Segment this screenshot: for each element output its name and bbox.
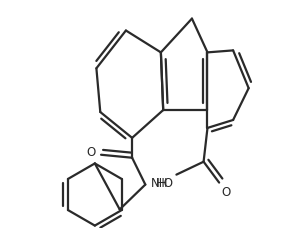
- Text: O: O: [86, 146, 95, 159]
- Text: HO: HO: [156, 177, 174, 190]
- Text: NH: NH: [151, 177, 168, 190]
- Text: O: O: [222, 186, 231, 199]
